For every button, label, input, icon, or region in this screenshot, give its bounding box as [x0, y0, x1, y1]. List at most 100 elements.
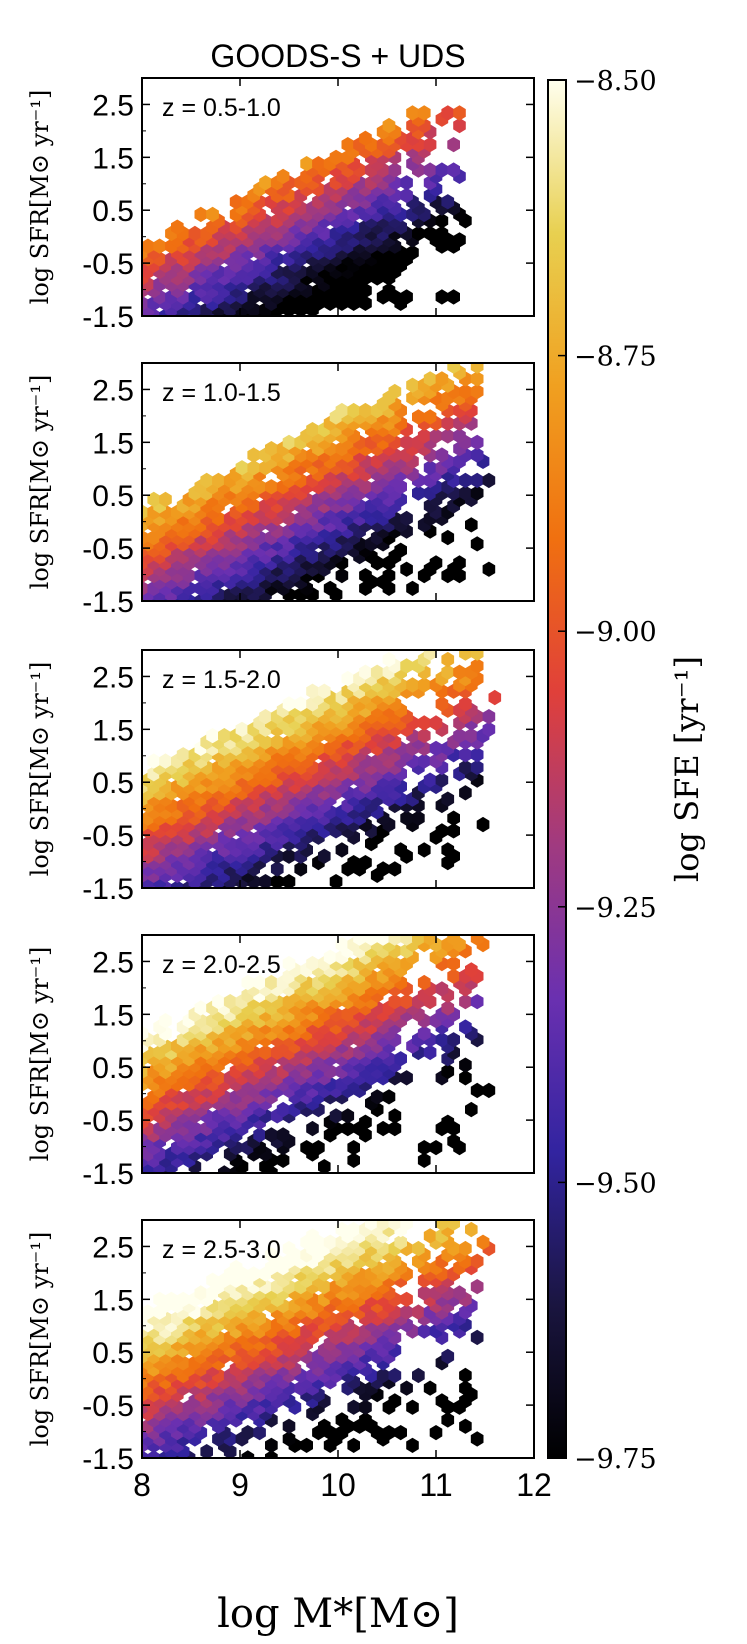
hex-cell: [142, 529, 149, 546]
hex-cell: [388, 994, 402, 1010]
hex-cell: [159, 1013, 172, 1029]
hex-cell: [470, 1329, 484, 1346]
hex-cell: [400, 994, 413, 1010]
hex-cell: [459, 383, 472, 400]
hex-cell: [341, 137, 355, 153]
hex-cell: [447, 363, 460, 374]
hex-cell: [441, 529, 455, 546]
hex-cell: [376, 1367, 390, 1384]
hex-cell: [447, 137, 460, 153]
hex-cell: [459, 485, 472, 501]
hex-cell: [382, 1089, 396, 1105]
hex-cell: [282, 696, 296, 712]
hex-cell: [470, 447, 484, 463]
y-tick-label: -0.5: [82, 248, 134, 281]
hex-cell: [429, 555, 443, 571]
y-tick-label: -0.5: [82, 533, 134, 566]
hex-cell: [435, 981, 449, 997]
hex-cell: [459, 1367, 472, 1384]
hex-cell: [441, 1412, 455, 1428]
hex-cell: [465, 517, 478, 533]
x-tick-label: 11: [419, 1467, 452, 1503]
hex-cell: [429, 428, 443, 444]
hex-cell: [417, 974, 431, 991]
hex-cell: [388, 1108, 402, 1124]
hex-cell: [470, 759, 484, 776]
hex-cell: [435, 1393, 449, 1409]
hex-cell: [453, 232, 466, 248]
y-tick-label: -0.5: [82, 1390, 134, 1423]
hex-cell: [223, 994, 237, 1010]
hex-cell: [470, 1431, 484, 1447]
hex-cell: [388, 1220, 402, 1231]
hex-cell: [165, 1291, 178, 1307]
hex-cell: [388, 162, 402, 178]
hex-cell: [341, 1120, 355, 1137]
hex-cell: [382, 283, 396, 299]
hex-cell: [153, 238, 166, 254]
hex-cell: [388, 935, 402, 946]
panel-label: z = 0.5-1.0: [162, 94, 281, 122]
x-tick-label: 8: [133, 1467, 151, 1503]
y-axis-label: log SFR[M⊙ yr⁻¹]: [26, 375, 54, 590]
hex-cell: [465, 728, 478, 744]
y-tick-label: 1.5: [92, 142, 134, 175]
panel-4: -1.5 -0.5 0.5 1.5 2.5 z = 2.0-2.5 log SFR[M⊙ y…: [26, 934, 535, 1191]
hex-cell: [329, 1108, 343, 1124]
hex-cell: [417, 1152, 431, 1168]
hex-cell: [447, 1133, 460, 1149]
panels-group: -1.5 -0.5 0.5 1.5 2.5 z = 0.5-1.0 log SFR[M⊙ y…: [26, 77, 552, 1503]
panel-5: -1.5 -0.5 0.5 1.5 2.5 z = 2.5-3.0 log SFR[M⊙ y…: [26, 1219, 535, 1476]
hex-cell: [453, 555, 466, 571]
hex-cell: [435, 696, 449, 712]
hex-cell: [347, 855, 360, 871]
hex-cell: [441, 428, 455, 444]
hex-cell: [147, 491, 161, 508]
hex-cell: [142, 580, 149, 596]
hex-cell: [259, 709, 272, 725]
hex-cell: [412, 1367, 425, 1384]
hex-cell: [276, 1152, 290, 1168]
hex-cell: [465, 1221, 478, 1238]
hex-cell: [412, 485, 425, 501]
hex-cell: [294, 861, 308, 877]
hex-cell: [447, 935, 460, 946]
hex-cell: [435, 1032, 449, 1048]
hex-cell: [423, 225, 437, 242]
hex-cell: [470, 536, 484, 552]
hex-cell: [241, 1450, 255, 1458]
hex-cell: [441, 842, 455, 858]
hex-cell: [241, 1425, 255, 1441]
panel-1: -1.5 -0.5 0.5 1.5 2.5 z = 0.5-1.0 log SFR[M⊙ y…: [26, 77, 535, 334]
hex-cell: [200, 472, 213, 489]
hex-cell: [382, 568, 396, 584]
hex-cell: [441, 1063, 455, 1080]
hex-cell: [218, 728, 231, 744]
x-tick-label: 10: [320, 1467, 356, 1503]
hex-cell: [470, 363, 484, 374]
hex-cell: [359, 1399, 372, 1415]
hex-cell: [447, 823, 460, 839]
hex-cell: [459, 650, 472, 661]
hex-cell: [412, 810, 425, 826]
hex-cell: [142, 504, 149, 520]
hex-cell: [400, 810, 413, 826]
hex-cell: [441, 105, 455, 121]
hex-cell: [382, 1425, 396, 1441]
y-tick-label: 1.5: [92, 999, 134, 1032]
hex-cell: [435, 371, 449, 387]
hex-cell: [318, 1159, 331, 1173]
hex-cell: [323, 580, 337, 596]
hex-cell: [376, 1220, 390, 1231]
hex-cell: [459, 1240, 472, 1257]
y-axis-label: log SFR[M⊙ yr⁻¹]: [26, 1232, 54, 1447]
colorbar: −8.50 −8.75 −9.00 −9.25 −9.50 −9.75 log SFE [y…: [547, 66, 706, 1475]
hex-cell: [459, 1070, 472, 1086]
hex-cell: [435, 162, 449, 178]
hex-cell: [359, 130, 372, 146]
hex-cell: [400, 1220, 413, 1231]
hex-cell: [347, 1152, 360, 1168]
hex-cell: [370, 664, 384, 680]
hex-cell: [318, 848, 331, 864]
hex-cell: [341, 1108, 355, 1124]
